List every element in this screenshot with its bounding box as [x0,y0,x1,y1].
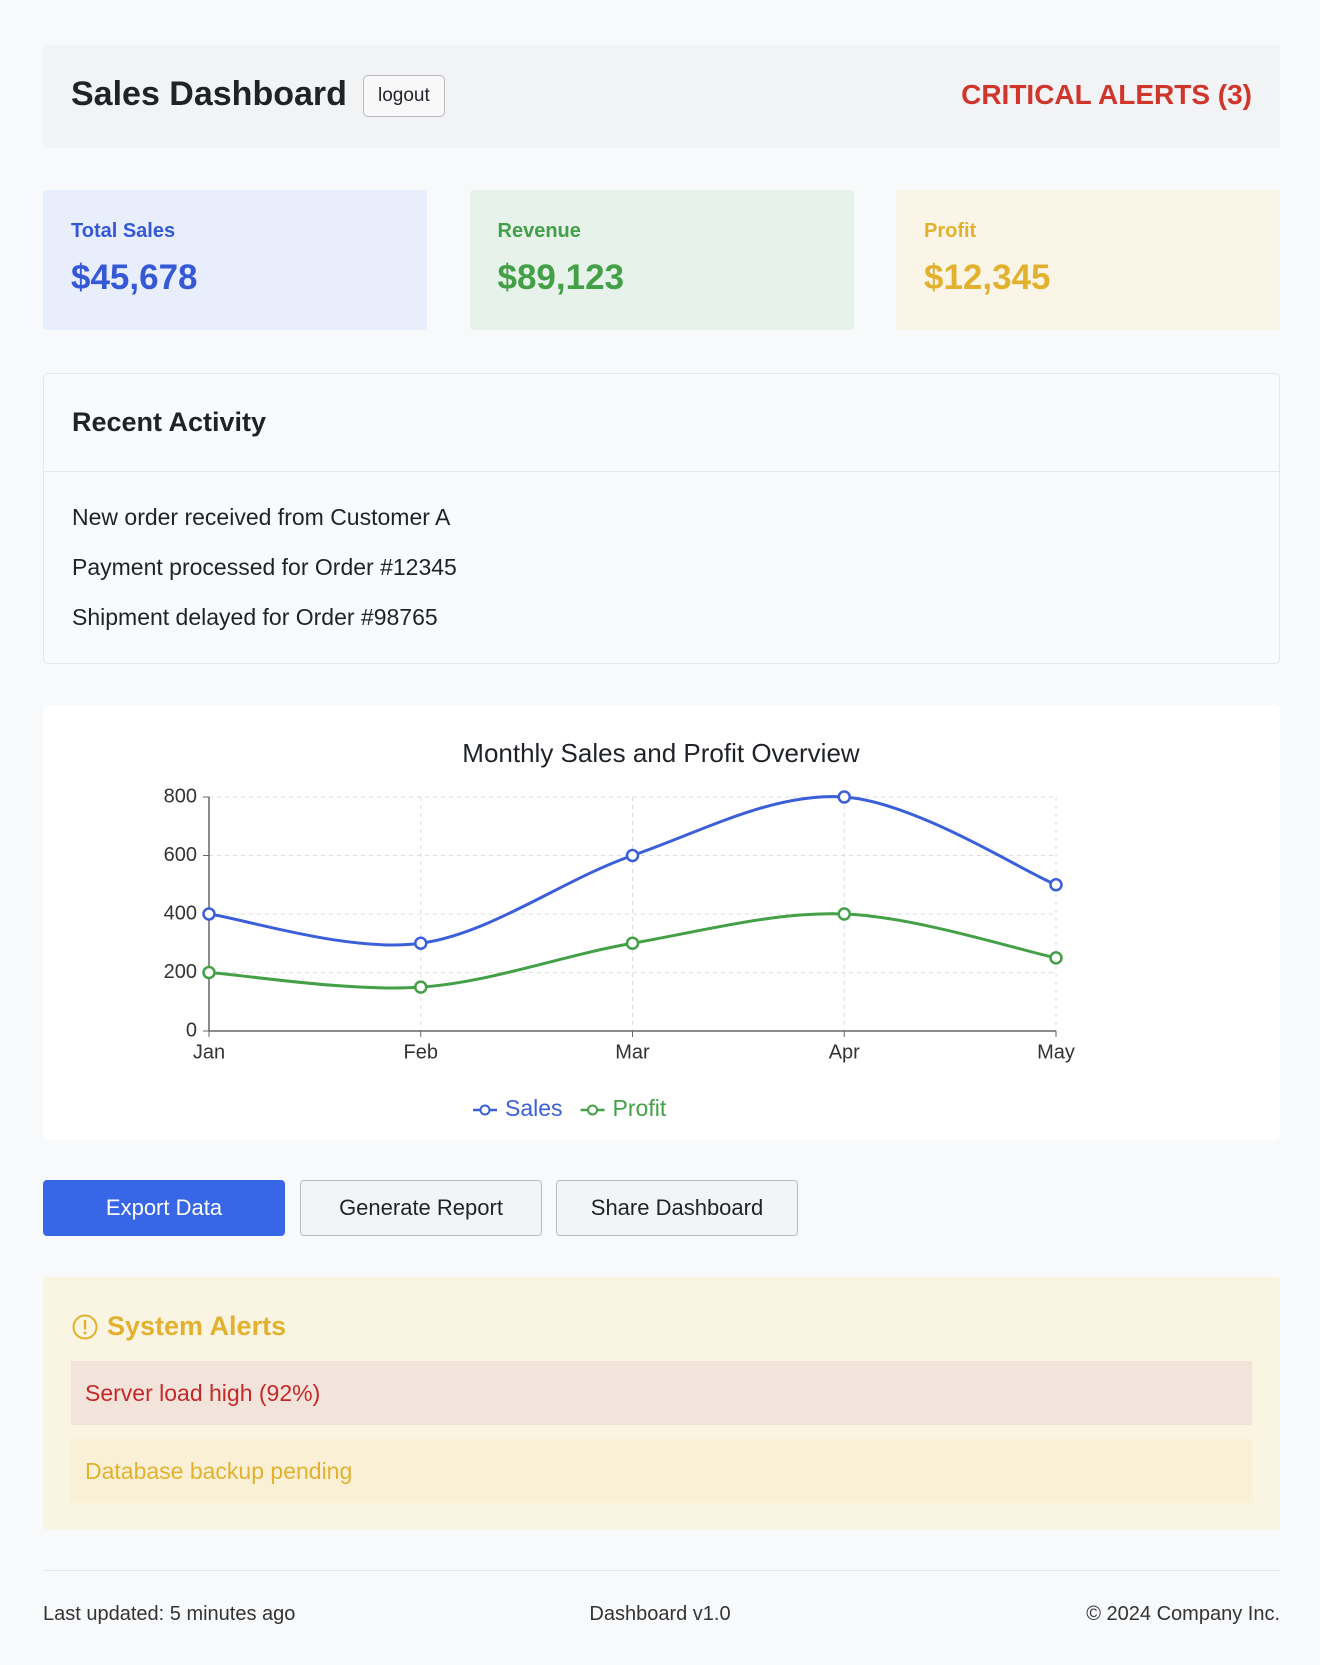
header: Sales Dashboard logout CRITICAL ALERTS (… [43,45,1280,148]
data-point [837,907,851,921]
export-button[interactable]: Export Data [43,1180,285,1236]
alert-item: Server load high (92%) [71,1361,1252,1425]
footer-center: Dashboard v1.0 [589,1603,731,1625]
data-point [202,907,216,921]
x-tick-label: May [1037,1041,1075,1063]
alert-icon [72,1314,98,1340]
system-alerts: System Alerts Server load high (92%) Dat… [43,1277,1280,1530]
stat-value: $12,345 [924,258,1051,297]
data-point [414,980,428,994]
y-tick-label: 0 [186,1019,197,1041]
section-title: System Alerts [107,1311,287,1341]
data-point [1049,878,1063,892]
divider [43,1570,1280,1571]
data-point [625,936,640,950]
critical-alerts[interactable]: CRITICAL ALERTS (3) [961,79,1252,110]
data-point [837,790,851,804]
activity-item: Payment processed for Order #12345 [72,554,457,580]
stat-card: Total Sales $45,678 [43,190,427,330]
stat-value: $89,123 [497,258,625,297]
activity-item: Shipment delayed for Order #98765 [72,604,438,630]
y-tick-label: 800 [164,785,197,807]
legend-swatch [479,1104,491,1116]
legend-label: Sales [505,1095,563,1121]
page-title: Sales Dashboard [71,75,347,113]
data-point [414,936,428,950]
stat-card: Profit $12,345 [896,190,1280,330]
y-tick-label: 600 [164,844,197,866]
alert-item: Database backup pending [71,1439,1252,1503]
x-tick-label: Jan [193,1041,225,1063]
x-tick-label: Apr [829,1041,860,1063]
share-button[interactable]: Share Dashboard [556,1180,798,1236]
chart-title: Monthly Sales and Profit Overview [462,738,860,768]
logout-button[interactable]: logout [363,75,445,117]
activity-item: New order received from Customer A [72,504,451,530]
footer-left: Last updated: 5 minutes ago [43,1603,296,1625]
stat-label: Revenue [497,220,581,242]
stat-value: $45,678 [71,258,198,297]
y-tick-label: 200 [164,961,197,983]
stat-card: Revenue $89,123 [469,190,854,330]
section-title: Recent Activity [72,407,267,437]
data-point [625,848,640,863]
divider [44,471,1279,472]
stat-label: Total Sales [71,220,176,242]
legend-label: Profit [613,1095,667,1121]
legend-swatch [587,1104,599,1116]
y-tick-label: 400 [164,902,197,924]
data-point [202,965,216,980]
stat-label: Profit [924,220,977,242]
chart: Monthly Sales and Profit Overview 0 200 40… [164,738,1075,1121]
recent-activity: Recent Activity New order received from … [43,373,1280,664]
data-point [1049,951,1063,965]
footer-right: © 2024 Company Inc. [1086,1603,1280,1625]
x-tick-label: Feb [404,1041,438,1063]
report-button[interactable]: Generate Report [300,1180,542,1236]
x-tick-label: Mar [615,1041,650,1063]
chart-card: Monthly Sales and Profit Overview 0 200 40… [43,705,1280,1140]
